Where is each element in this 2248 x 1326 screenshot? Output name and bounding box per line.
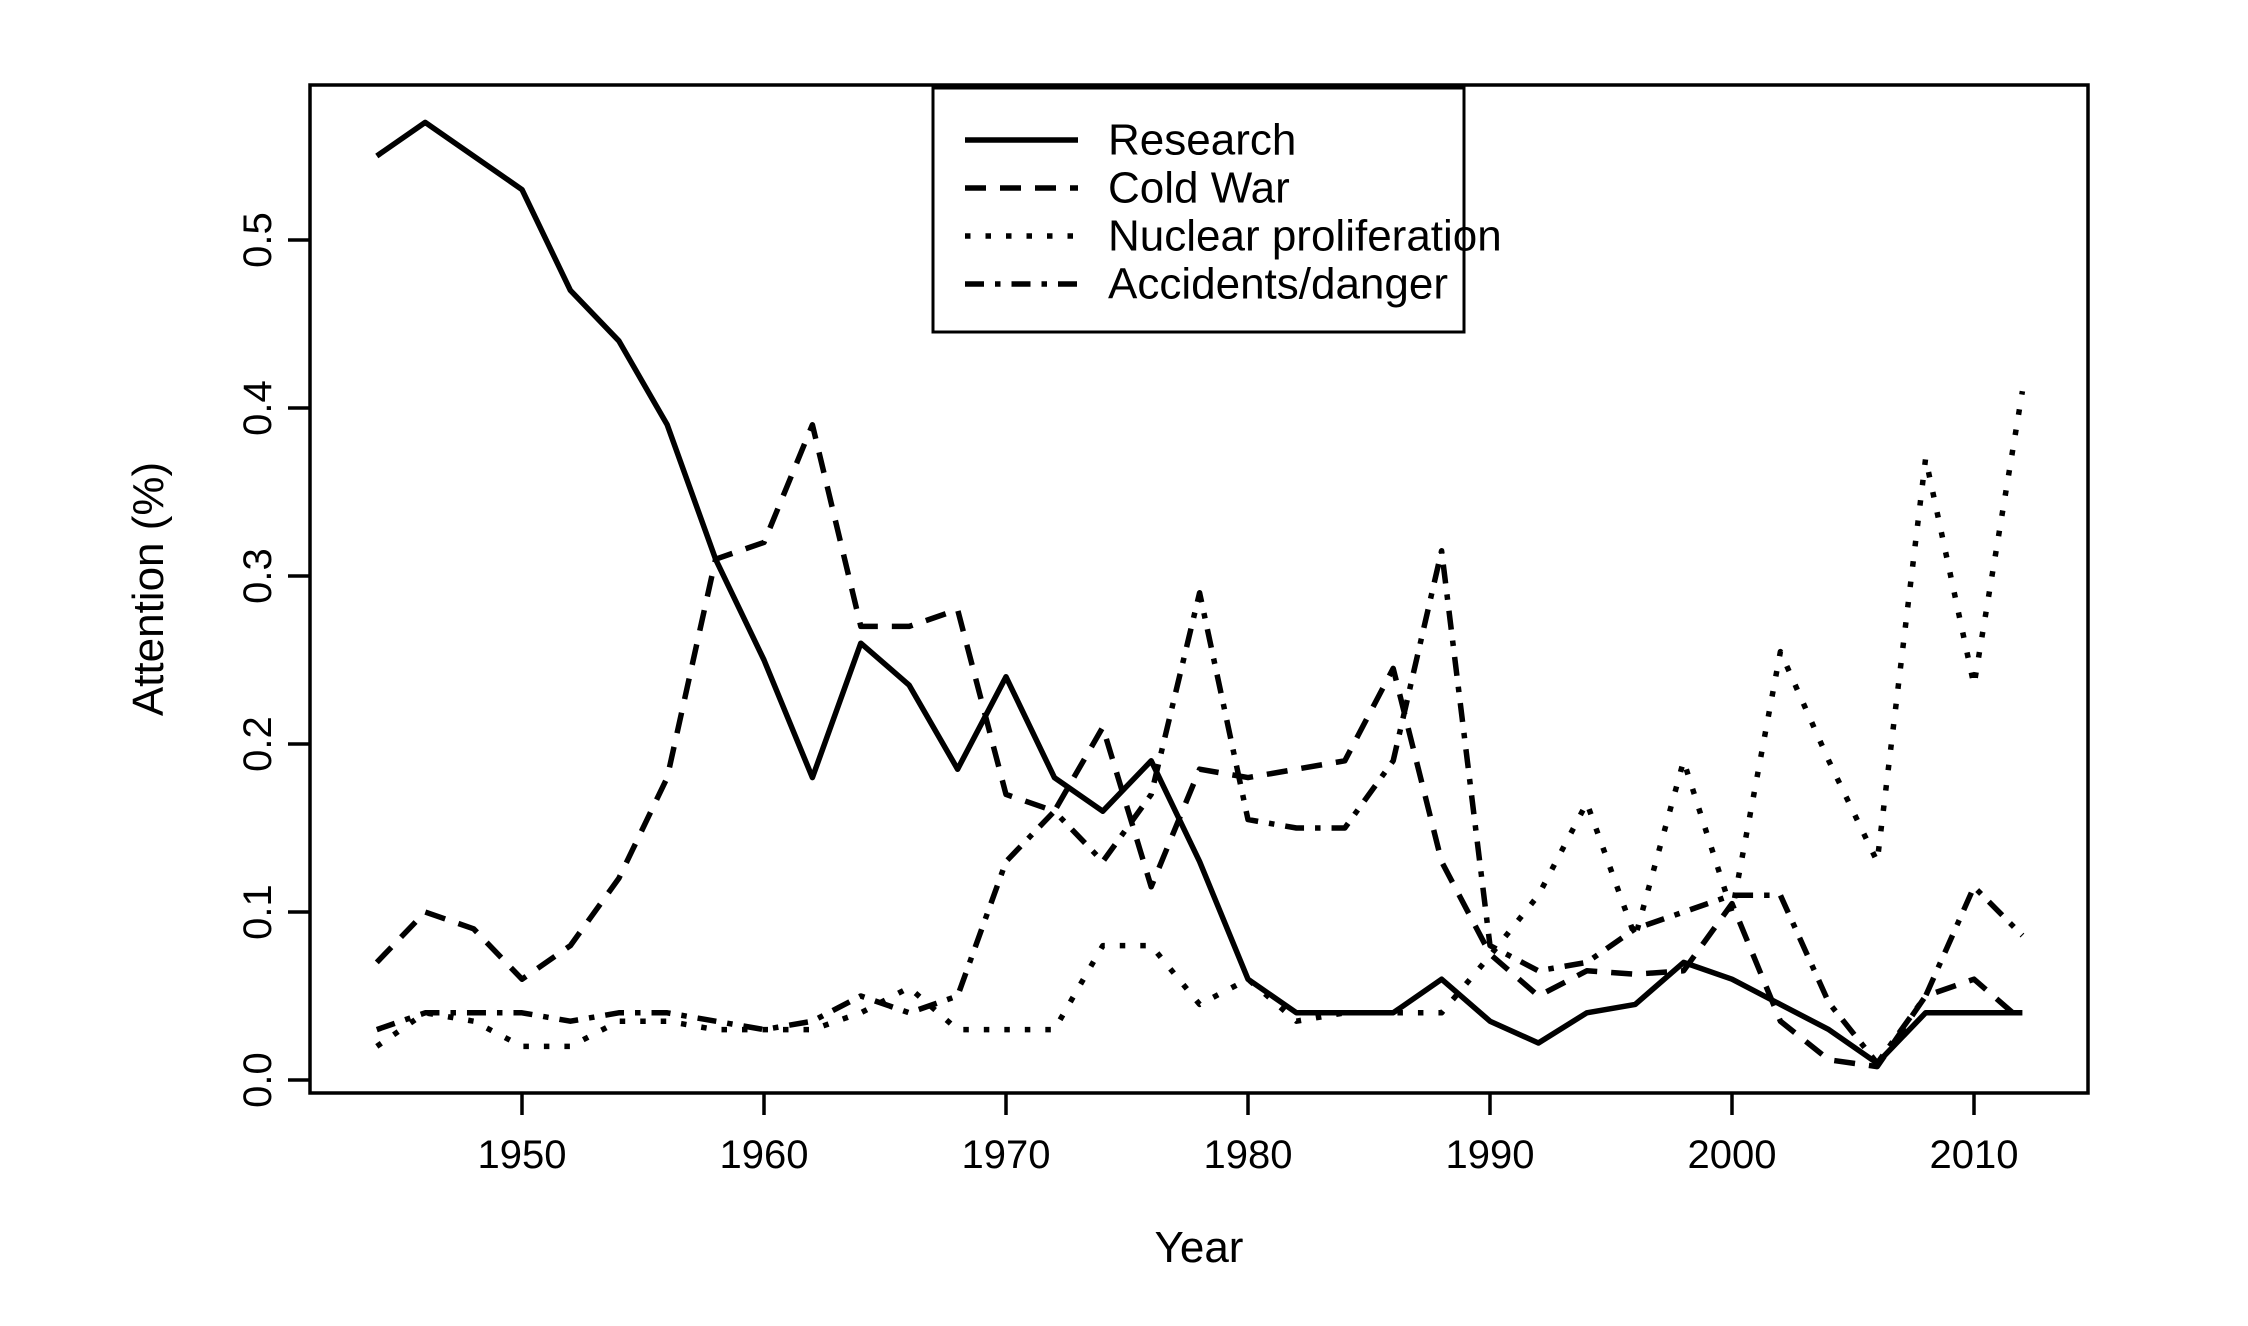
y-axis-title: Attention (%)	[124, 462, 173, 716]
x-tick-label: 1970	[962, 1133, 1051, 1177]
y-tick-label: 0.5	[236, 212, 280, 268]
x-axis-ticks: 1950 1960 1970 1980 1990 2000 2010	[478, 1093, 2019, 1177]
nuclear-proliferation-line	[375, 390, 2026, 1050]
x-axis-title: Year	[1155, 1223, 1244, 1272]
research-line	[375, 119, 2023, 1066]
y-tick-label: 0.2	[236, 716, 280, 772]
legend-accidents-danger-label: Accidents/danger	[1108, 260, 1448, 309]
cold-war-line	[374, 422, 2025, 1070]
x-tick-label: 2000	[1688, 1133, 1777, 1177]
legend-cold-war-label: Cold War	[1108, 164, 1290, 213]
y-tick-label: 0.0	[236, 1052, 280, 1108]
plot-border	[308, 83, 2090, 1095]
legend-box	[931, 86, 1466, 334]
x-tick-label: 2010	[1930, 1133, 2019, 1177]
legend-nuclear-proliferation-label: Nuclear proliferation	[1108, 212, 1502, 261]
y-tick-label: 0.3	[236, 548, 280, 604]
accidents-danger-line	[375, 548, 2025, 1066]
y-tick-label: 0.1	[236, 884, 280, 940]
y-tick-label: 0.4	[236, 380, 280, 436]
data-series-lines	[374, 119, 2026, 1070]
y-axis-ticks: 0.0 0.1 0.2 0.3 0.4 0.5	[236, 212, 310, 1108]
legend-research-label: Research	[1108, 116, 1296, 165]
x-tick-label: 1980	[1204, 1133, 1293, 1177]
x-tick-label: 1990	[1446, 1133, 1535, 1177]
x-tick-label: 1960	[720, 1133, 809, 1177]
x-tick-label: 1950	[478, 1133, 567, 1177]
